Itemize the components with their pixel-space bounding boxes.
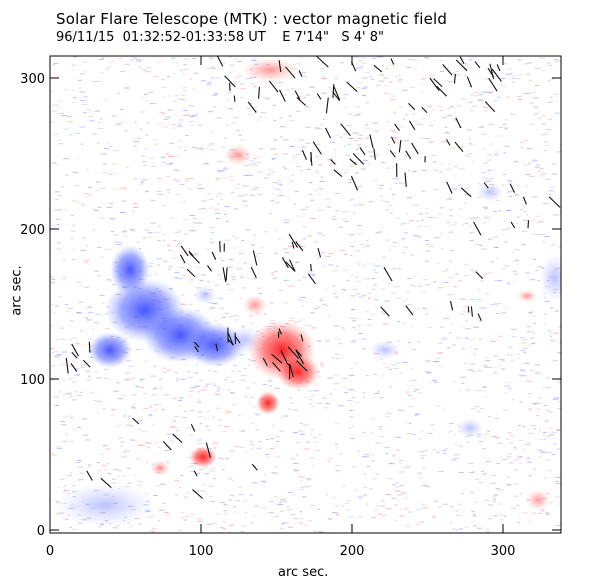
x-axis-label: arc sec. [278,565,329,580]
transverse-field-vectors [65,56,561,499]
x-tick-label: 100 [189,544,214,559]
x-tick-label: 300 [491,544,516,559]
x-axis-ticks [49,56,504,533]
y-axis-ticks [50,77,561,531]
y-tick-label: 300 [20,72,45,87]
x-tick-label: 0 [46,544,54,559]
y-tick-label: 0 [37,524,45,539]
plot-frame [49,55,562,534]
y-tick-label: 100 [20,373,45,388]
figure-title: Solar Flare Telescope (MTK) : vector mag… [56,10,448,28]
y-tick-label: 200 [20,223,45,238]
x-tick-label: 200 [340,544,365,559]
magnetogram-image [50,56,561,533]
observation-info: 96/11/15 01:32:52-01:33:58 UT E 7'14" S … [56,30,384,45]
